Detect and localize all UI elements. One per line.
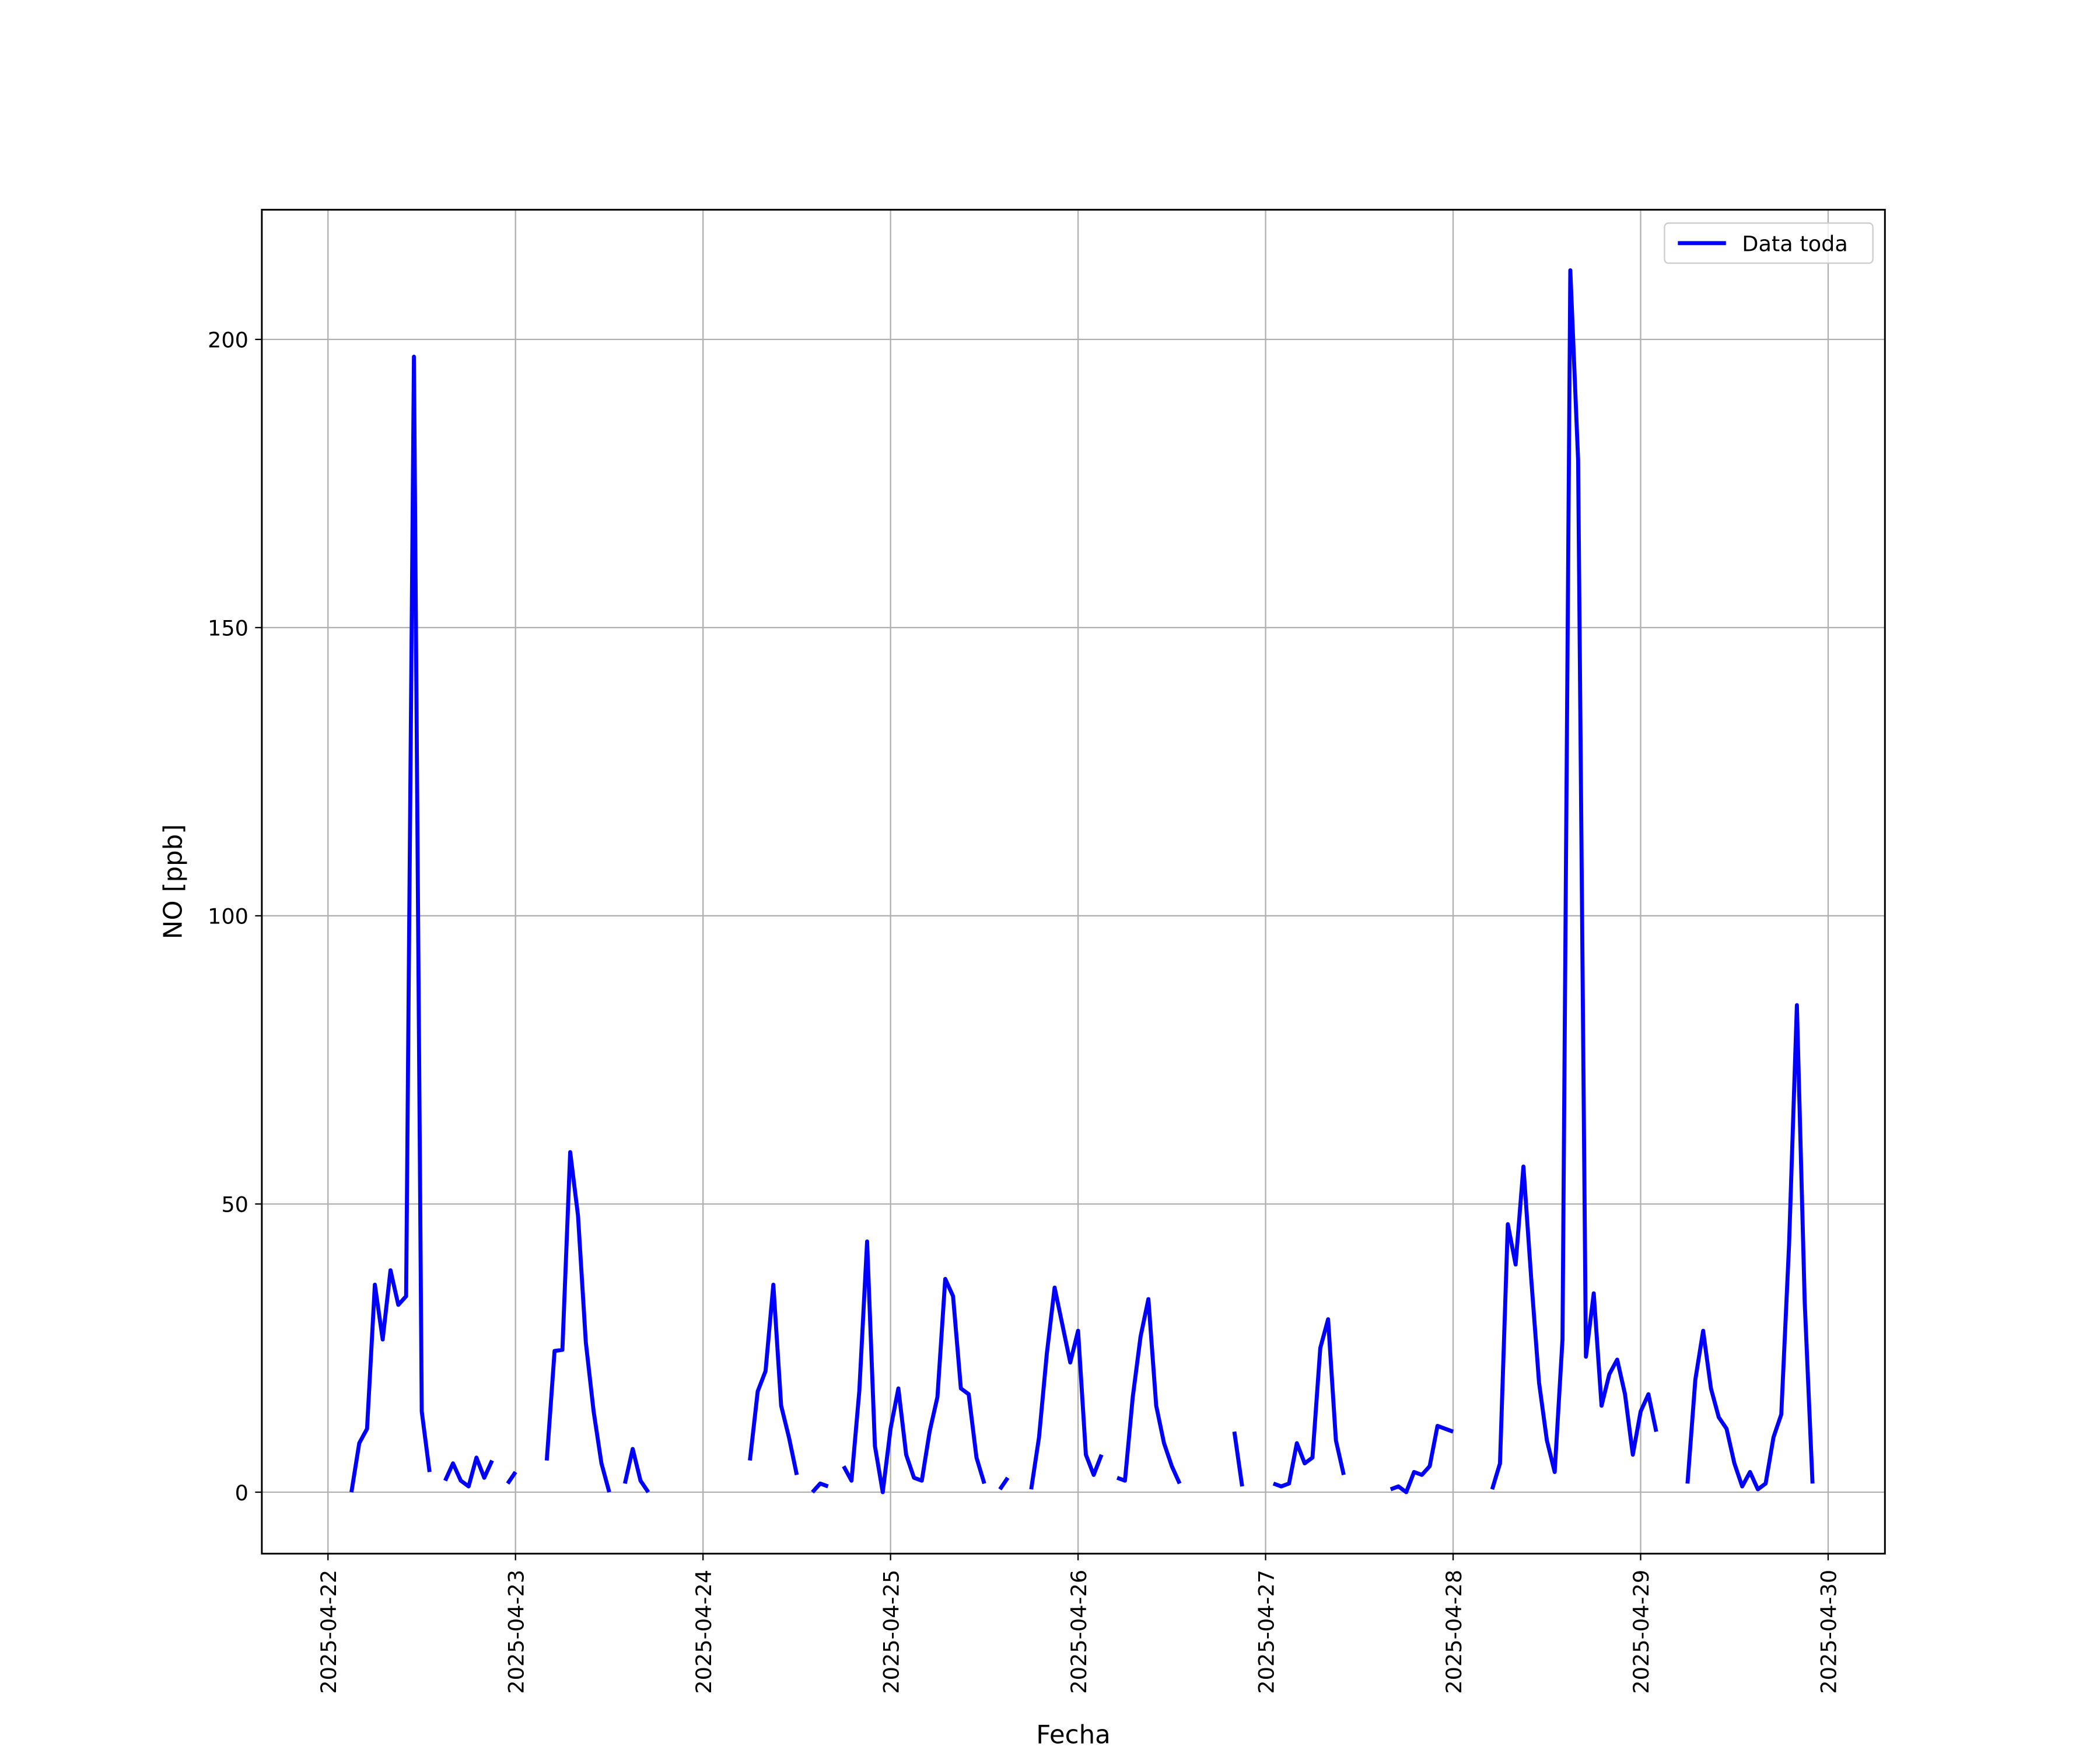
legend-box	[1664, 222, 1874, 264]
axes-frame	[261, 209, 1886, 1555]
data-line	[349, 268, 1815, 1494]
x-tick-label: 2025-04-29	[1629, 1570, 1654, 1694]
x-tick-label: 2025-04-23	[503, 1570, 528, 1694]
y-tick-label: 150	[208, 616, 249, 641]
plot-area	[349, 268, 1815, 1494]
y-axis-label: NO [ppb]	[159, 824, 188, 939]
legend: Data toda	[1664, 222, 1874, 264]
x-tick-label: 2025-04-25	[878, 1570, 904, 1694]
x-tick-label: 2025-04-30	[1817, 1570, 1842, 1694]
ticks: 0 50 100 150 200 2025-04-22 2025-04-23 2025-04-…	[208, 328, 1842, 1694]
x-tick-label: 2025-04-27	[1254, 1570, 1279, 1694]
x-tick-label: 2025-04-22	[316, 1570, 341, 1694]
x-tick-label: 2025-04-28	[1441, 1570, 1466, 1694]
y-tick-label: 200	[208, 328, 249, 353]
y-tick-label: 100	[208, 904, 249, 929]
legend-label: Data toda	[1742, 232, 1848, 257]
y-tick-label: 50	[221, 1192, 249, 1217]
x-tick-label: 2025-04-26	[1066, 1570, 1091, 1694]
x-axis-label: Fecha	[1036, 1721, 1111, 1750]
y-tick-label: 0	[235, 1480, 249, 1506]
x-tick-label: 2025-04-24	[691, 1570, 716, 1694]
